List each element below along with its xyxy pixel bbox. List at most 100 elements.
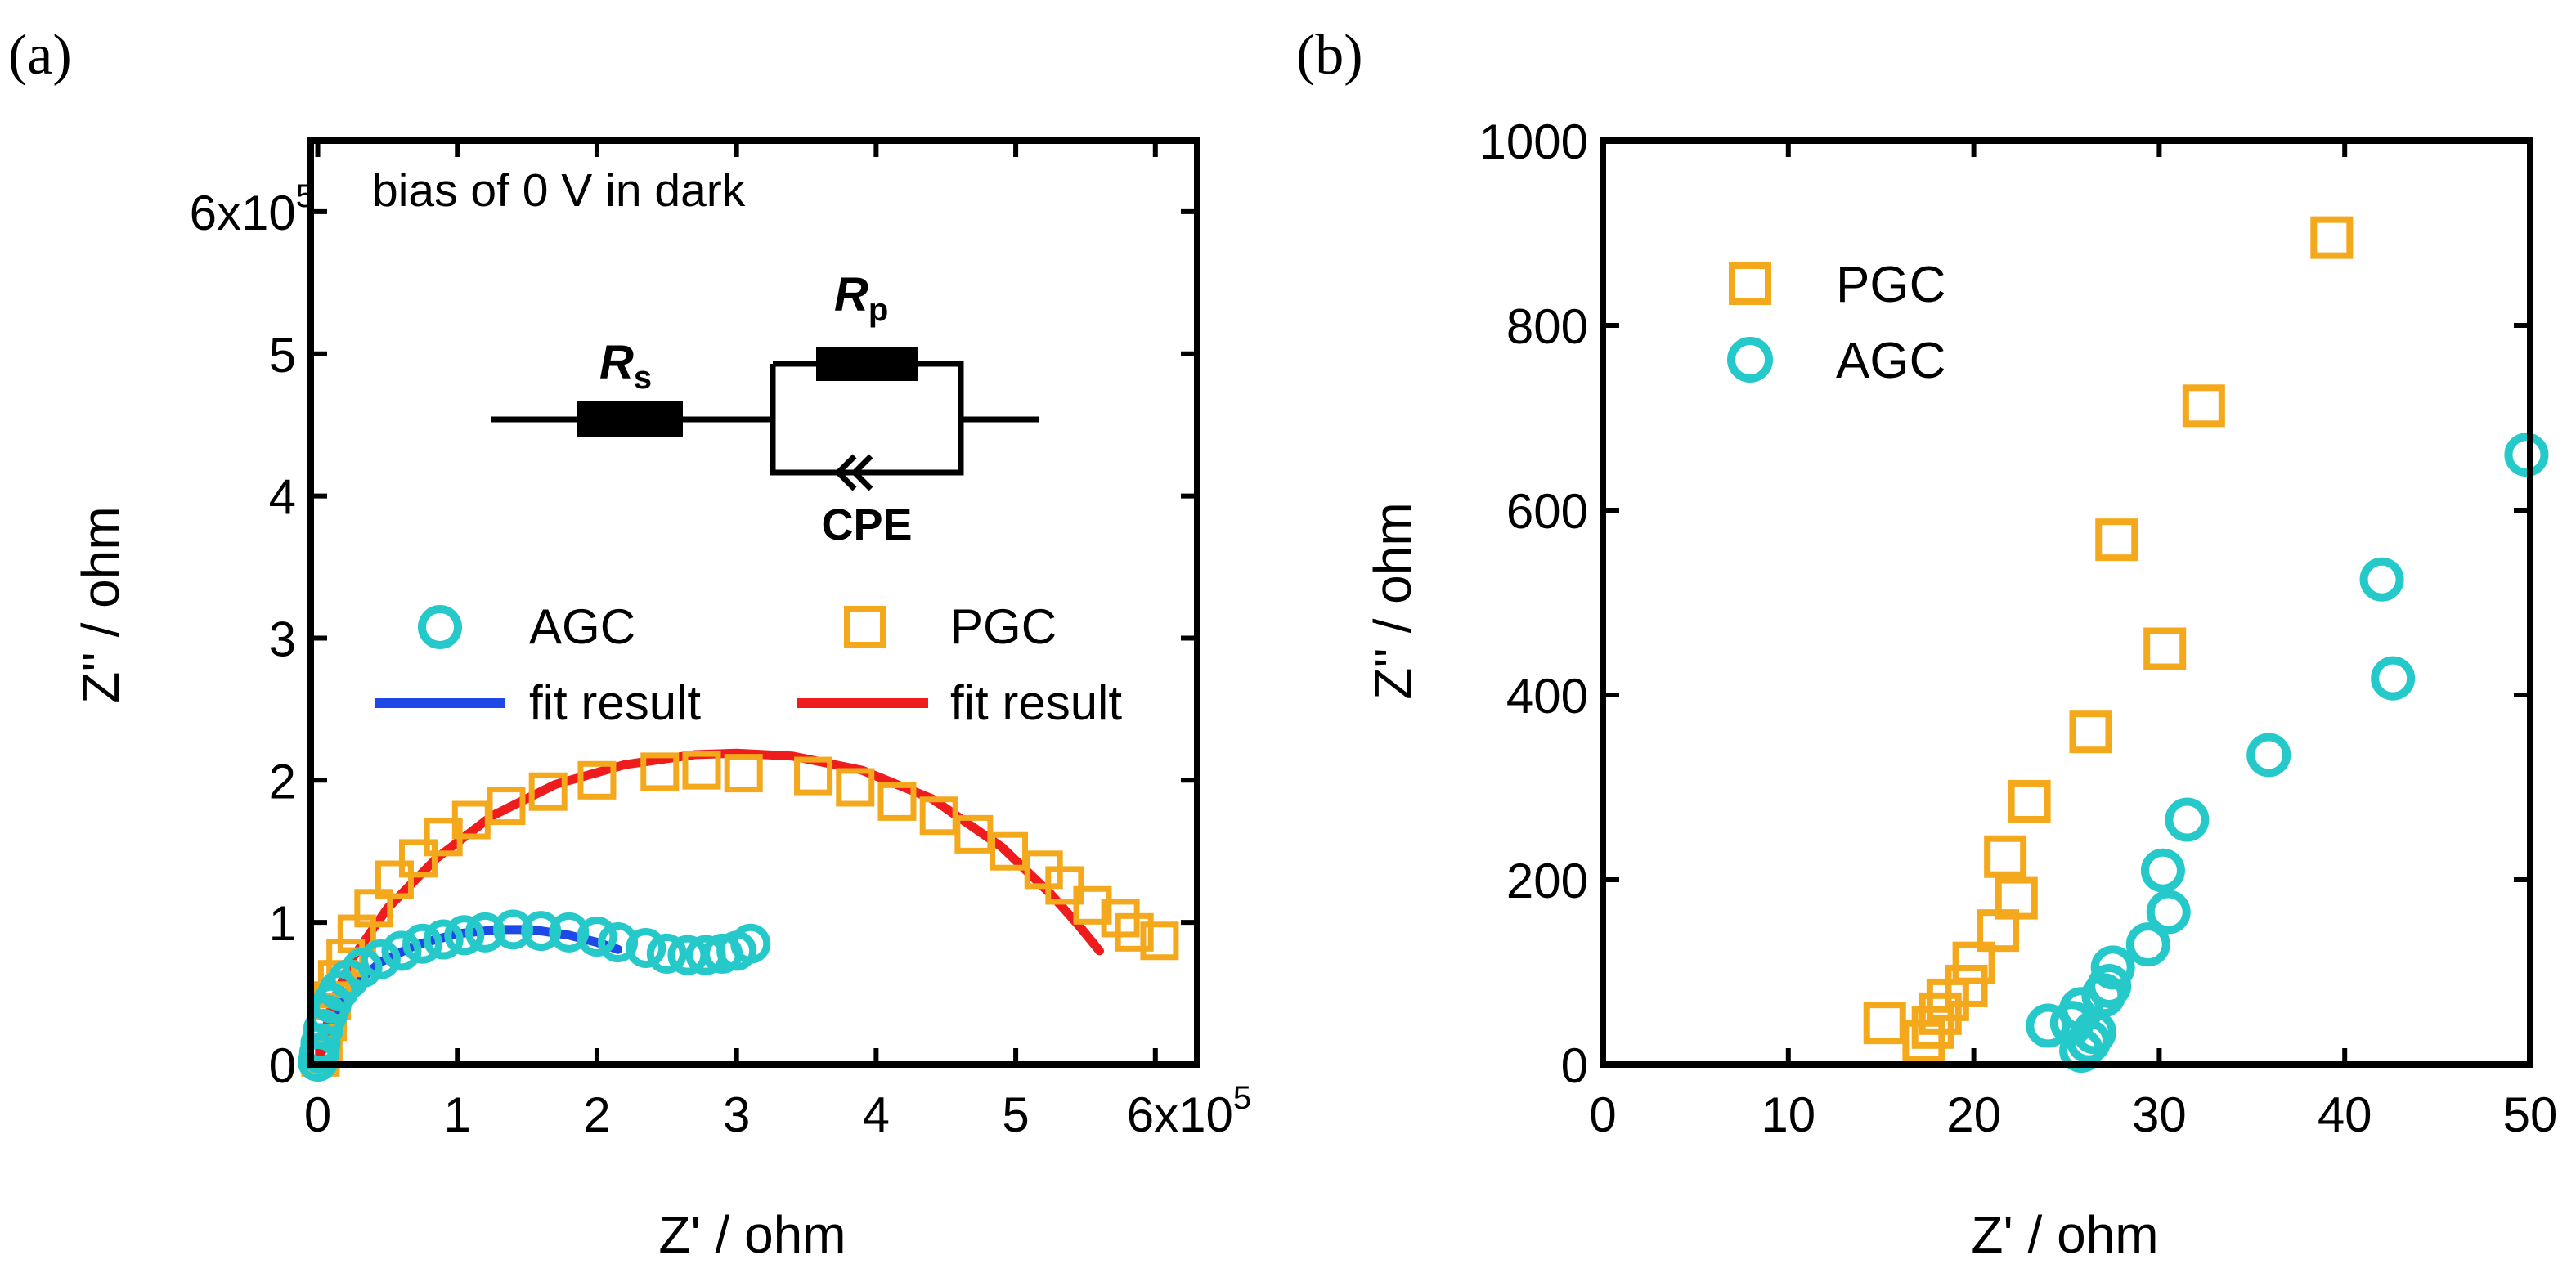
data-point-pgc [1952, 941, 1995, 984]
data-point-agc [444, 915, 485, 956]
data-point-pgc [1919, 992, 1962, 1035]
data-point-pgc [640, 752, 680, 791]
y-tick-label: 5 [269, 328, 296, 383]
data-point-agc [2146, 890, 2191, 935]
data-point-pgc [2095, 518, 2138, 562]
y-tick-label: 0 [269, 1038, 296, 1093]
annotation-bias: bias of 0 V in dark [372, 164, 746, 217]
data-point-agc [2026, 1003, 2071, 1048]
plot-data-b [1863, 216, 2549, 1074]
legend-label-agc: AGC [529, 599, 635, 654]
x-tick-label: 2 [583, 1087, 610, 1142]
cpe-label: CPE [821, 500, 912, 549]
data-point-agc [423, 919, 464, 960]
data-point-pgc [794, 756, 833, 796]
x-axis-label-a: Z' / ohm [658, 1205, 846, 1264]
x-ticks-b: 0 10 20 30 40 50 [1589, 141, 2557, 1142]
data-point-agc [2359, 557, 2404, 602]
rs-label-sub: s [634, 360, 652, 396]
data-point-pgc [1045, 866, 1084, 905]
data-point-pgc [375, 860, 414, 899]
data-point-pgc [724, 754, 763, 793]
legend-label-fit-pgc: fit result [950, 675, 1122, 730]
data-point-pgc [1115, 912, 1154, 952]
data-point-pgc [1984, 835, 2027, 878]
data-point-agc [521, 911, 562, 952]
data-point-pgc [528, 772, 568, 811]
rp-label-sub: p [868, 292, 888, 328]
x-tick-label: 1 [444, 1087, 471, 1142]
data-point-pgc [682, 751, 721, 790]
data-point-agc [730, 923, 771, 964]
data-point-pgc [1995, 876, 2038, 920]
data-point-agc [626, 927, 666, 968]
y-tick-label: 2 [269, 754, 296, 809]
x-tick-label: 10 [1761, 1087, 1815, 1142]
y-tick-label: 0 [1561, 1038, 1588, 1093]
data-point-agc [360, 939, 401, 979]
data-point-pgc [398, 839, 438, 878]
resistor-rs [577, 401, 683, 437]
x-tick-label: 6x105 [1127, 1080, 1251, 1142]
data-point-pgc [487, 787, 526, 826]
legend-b: PGC AGC [1727, 257, 1945, 389]
plot-data-a [298, 748, 1179, 1082]
y-tick-label: 400 [1506, 669, 1588, 724]
x-tick-label: 5 [1002, 1087, 1029, 1142]
data-point-agc [2246, 733, 2291, 778]
data-point-agc [381, 930, 422, 971]
x-axis-label-b: Z' / ohm [1971, 1205, 2158, 1264]
y-tick-label: 1000 [1479, 114, 1588, 169]
data-point-agc [2165, 797, 2210, 842]
data-point-agc [493, 909, 534, 950]
data-point-agc [2087, 963, 2132, 1008]
plot-frame-a [307, 137, 1200, 1068]
data-point-pgc [2143, 627, 2187, 670]
data-point-agc [464, 912, 505, 953]
legend-a: AGC PGC fit result fit result [375, 599, 1122, 730]
y-tick-label: 800 [1506, 299, 1588, 354]
cpe-arrow-2 [850, 454, 873, 491]
x-tick-label: 0 [1589, 1087, 1616, 1142]
y-axis-label-b: Z'' / ohm [1363, 502, 1422, 699]
x-tick-label: 4 [863, 1087, 890, 1142]
rs-label-main: R [599, 336, 634, 389]
data-point-pgc [2182, 384, 2225, 428]
rs-label: Rs [599, 336, 652, 396]
y-axis-label-a: Z'' / ohm [71, 506, 130, 703]
rp-label-main: R [834, 268, 868, 321]
data-point-agc [2140, 848, 2185, 893]
legend-b-label-pgc: PGC [1836, 257, 1945, 313]
data-point-pgc [2008, 779, 2051, 823]
data-point-pgc [2069, 710, 2112, 754]
x-tick-label: 3 [723, 1087, 750, 1142]
x-tick-label: 0 [304, 1087, 331, 1142]
data-point-pgc [577, 760, 617, 800]
y-tick-label: 6x105 [190, 178, 314, 240]
x-tick-label: 30 [2132, 1087, 2187, 1142]
panel-a: (a) Z' / ohm Z'' / ohm 0 1 2 3 4 5 6x105 01234… [8, 24, 1251, 1264]
data-point-pgc [877, 782, 917, 821]
data-point-pgc [1073, 885, 1112, 925]
x-tick-label: 50 [2503, 1087, 2558, 1142]
data-point-pgc [836, 768, 875, 807]
data-point-agc [2504, 433, 2549, 477]
data-point-agc [402, 923, 443, 964]
legend-marker-pgc [844, 606, 886, 648]
cpe-arrow-1 [834, 454, 857, 491]
y-ticks-a: 0 1 2 3 4 5 6x105 [190, 178, 1197, 1093]
legend-b-marker-pgc [1729, 262, 1771, 305]
legend-b-label-agc: AGC [1836, 333, 1945, 389]
legend-label-pgc: PGC [950, 599, 1057, 654]
y-tick-label: 200 [1506, 854, 1588, 908]
data-point-agc [646, 933, 687, 974]
data-point-pgc [354, 889, 393, 928]
data-point-agc [2371, 656, 2416, 701]
x-tick-label: 20 [1946, 1087, 2001, 1142]
data-point-pgc [1140, 921, 1179, 961]
y-tick-label: 1 [269, 896, 296, 951]
data-point-agc [577, 917, 617, 957]
x-tick-exponent: 5 [1233, 1080, 1251, 1116]
data-point-agc [2125, 922, 2170, 967]
